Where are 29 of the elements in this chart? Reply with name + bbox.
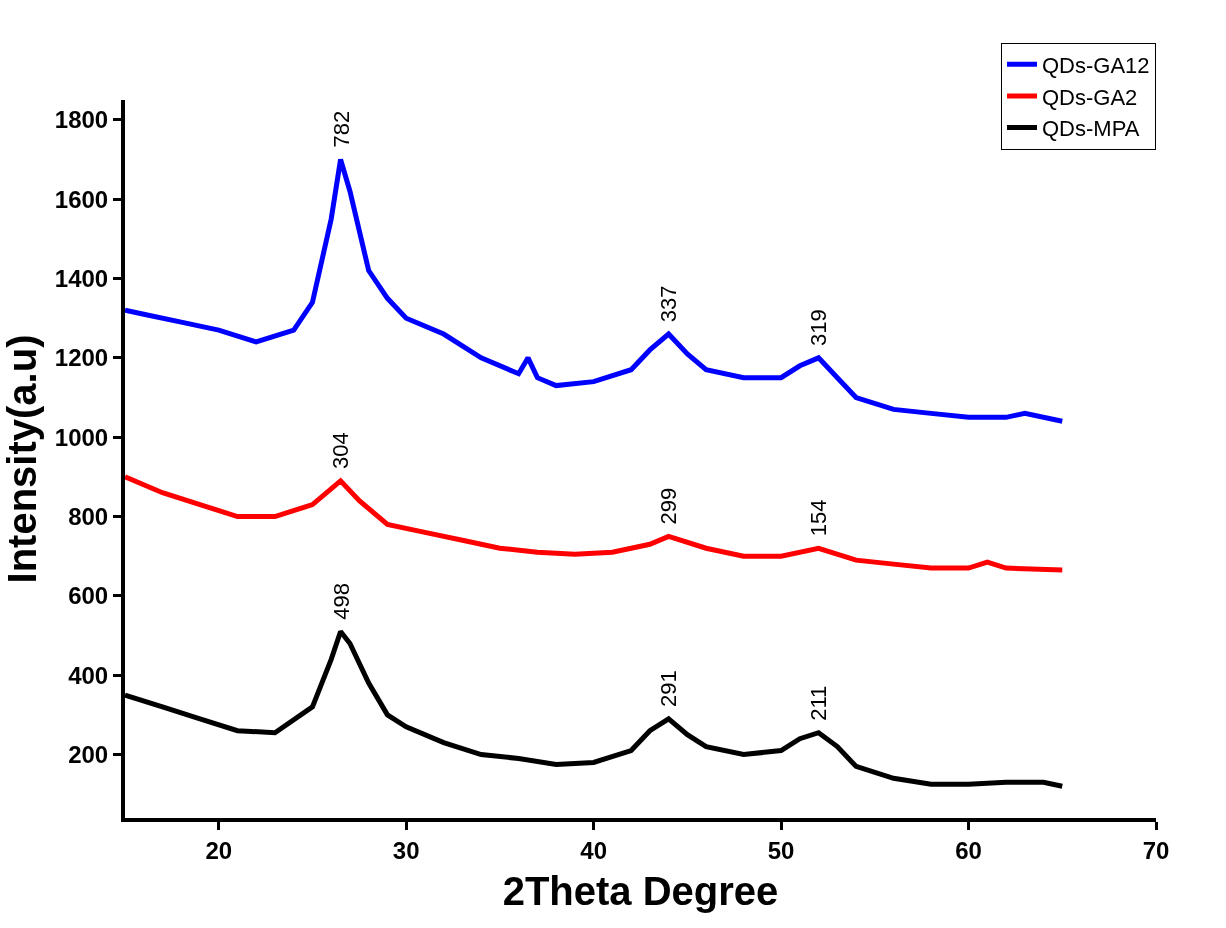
x-tick-label: 30: [392, 836, 420, 864]
x-axis-title: 2Theta Degree: [502, 868, 779, 913]
annotation: 291: [656, 670, 682, 707]
y-tick-label: 1600: [54, 185, 109, 213]
x-tick-label: 40: [580, 836, 607, 864]
y-tick-label: 1800: [54, 106, 109, 134]
y-tick-label: 800: [68, 502, 109, 530]
y-tick-label: 1400: [54, 264, 109, 292]
x-tick-label: 50: [767, 836, 795, 864]
y-tick-label: 200: [68, 740, 109, 768]
x-tick-label: 20: [205, 836, 233, 864]
x-tick-label: 60: [955, 836, 982, 864]
annotation: 211: [806, 685, 832, 721]
x-tick-label: 70: [1142, 836, 1170, 864]
annotation: 782: [328, 110, 354, 148]
annotation: 337: [656, 285, 682, 323]
y-tick-label: 1200: [54, 344, 109, 372]
annotation: 304: [328, 432, 354, 469]
legend-label: QDs-GA2: [1042, 84, 1138, 110]
legend-label: QDs-GA12: [1042, 52, 1150, 78]
legend-label: QDs-MPA: [1042, 116, 1140, 142]
y-axis-title: Intensity(a.u): [0, 334, 44, 584]
annotation: 319: [806, 309, 832, 346]
annotation: 299: [655, 487, 681, 525]
y-tick-label: 400: [68, 661, 109, 689]
annotation: 154: [805, 499, 831, 537]
annotation: 498: [328, 582, 354, 620]
y-tick-label: 1000: [54, 423, 109, 451]
y-tick-label: 600: [68, 582, 109, 610]
